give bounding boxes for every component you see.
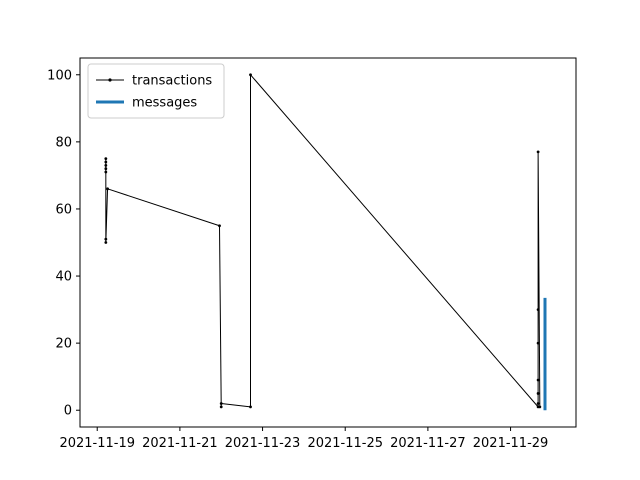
legend-item-transactions: transactions xyxy=(96,74,212,89)
x-tick-label: 2021-11-29 xyxy=(473,436,549,451)
legend-marker xyxy=(108,78,112,82)
data-point xyxy=(536,308,540,311)
x-tick-label: 2021-11-27 xyxy=(390,436,466,451)
legend-label: transactions xyxy=(132,74,212,89)
data-point xyxy=(538,405,542,409)
data-point xyxy=(104,237,108,241)
data-point xyxy=(249,73,252,77)
x-tick-label: 2021-11-25 xyxy=(307,436,383,451)
x-tick-label: 2021-11-19 xyxy=(59,436,135,451)
series-line-transactions xyxy=(105,74,541,408)
data-point xyxy=(104,157,108,161)
data-point xyxy=(219,402,223,405)
legend-box xyxy=(87,63,225,119)
data-point xyxy=(104,167,108,171)
legend-item-messages: messages xyxy=(96,96,197,111)
data-point xyxy=(106,187,109,191)
y-tick-label: 100 xyxy=(47,68,72,83)
legend: transactions messages xyxy=(87,63,225,119)
series-layer xyxy=(104,73,547,411)
y-tick-label: 40 xyxy=(55,270,72,285)
data-point xyxy=(104,160,108,164)
data-point xyxy=(104,241,108,244)
data-point xyxy=(536,150,540,154)
axes-layer: 2021-11-19 2021-11-21 2021-11-23 2021-11-25… xyxy=(47,57,577,451)
data-point xyxy=(218,224,221,228)
x-tick-label: 2021-11-23 xyxy=(225,436,301,451)
data-point xyxy=(219,405,223,409)
data-point xyxy=(536,392,540,395)
y-tick-label: 20 xyxy=(55,337,72,352)
x-tick-label: 2021-11-21 xyxy=(142,436,218,451)
data-point xyxy=(104,163,108,167)
data-point xyxy=(104,170,108,174)
data-point xyxy=(536,341,540,345)
data-point xyxy=(536,378,540,382)
legend-label: messages xyxy=(132,96,197,111)
y-tick-label: 0 xyxy=(64,404,72,419)
y-tick-label: 60 xyxy=(55,202,72,217)
y-tick-label: 80 xyxy=(55,135,72,150)
data-point xyxy=(536,402,540,405)
data-point xyxy=(249,405,252,409)
plot-frame xyxy=(79,57,577,428)
